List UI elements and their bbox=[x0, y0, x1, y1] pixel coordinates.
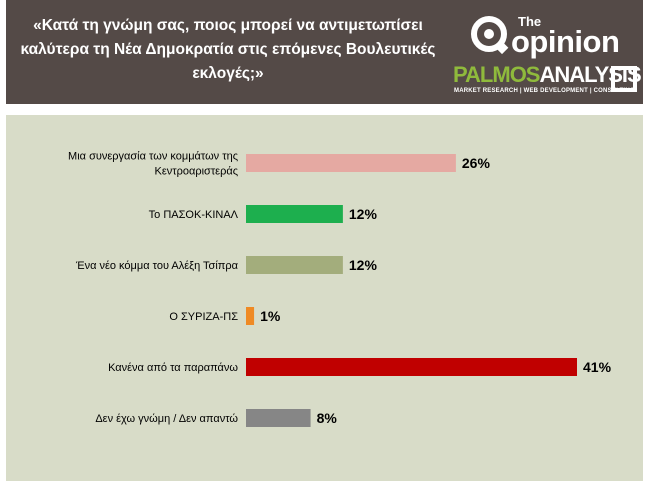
category-label-0: Μια συνεργασία των κομμάτων της Κεντροαρι… bbox=[68, 151, 238, 178]
palmos-tagline: MARKET RESEARCH | WEB DEVELOPMENT | CONS… bbox=[454, 88, 635, 94]
category-label-2: Ένα νέο κόμμα του Αλέξη Τσίπρα bbox=[75, 260, 239, 272]
bar-chart: 26% Μια συνεργασία των κομμάτων της Κεντρο… bbox=[68, 151, 612, 427]
bar-3 bbox=[246, 307, 255, 325]
value-label-3: 1% bbox=[260, 308, 281, 324]
value-label-2: 12% bbox=[349, 257, 378, 273]
brand-the-text: The bbox=[518, 14, 542, 29]
bar-4 bbox=[246, 358, 577, 376]
header-banner: «Κατά τη γνώμη σας, ποιος μπορεί να αντι… bbox=[6, 0, 643, 104]
category-label-5: Δεν έχω γνώμη / Δεν απαντώ bbox=[95, 413, 238, 425]
bar-2 bbox=[246, 256, 343, 274]
bar-1 bbox=[246, 205, 343, 223]
value-label-0: 26% bbox=[462, 155, 491, 171]
brand-opinion-text: opinion bbox=[511, 24, 620, 59]
value-label-4: 41% bbox=[583, 359, 612, 375]
survey-question: «Κατά τη γνώμη σας, ποιος μπορεί να αντι… bbox=[20, 17, 436, 82]
value-label-1: 12% bbox=[349, 206, 378, 222]
category-label-3: Ο ΣΥΡΙΖΑ-ΠΣ bbox=[169, 311, 238, 323]
chart-panel: 26% Μια συνεργασία των κομμάτων της Κεντρο… bbox=[6, 115, 643, 481]
the-opinion-logo-icon bbox=[471, 16, 509, 55]
bar-5 bbox=[246, 409, 311, 427]
value-label-5: 8% bbox=[317, 410, 338, 426]
palmos-square-icon bbox=[611, 66, 637, 92]
category-label-4: Κανένα από τα παραπάνω bbox=[108, 362, 238, 374]
category-label-1: Το ΠΑΣΟΚ-ΚΙΝΑΛ bbox=[149, 209, 239, 221]
logos: The opinion PALMOSANALYSIS MARKET RESEAR… bbox=[453, 0, 643, 104]
bar-0 bbox=[246, 154, 456, 172]
palmos-word: PALMOS bbox=[453, 62, 540, 87]
